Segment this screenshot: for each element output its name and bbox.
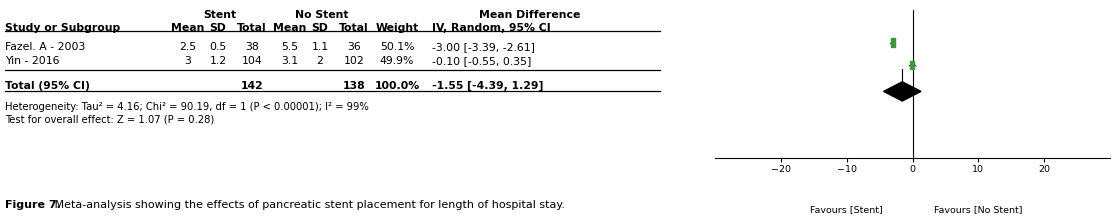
Bar	[910, 61, 914, 69]
Polygon shape	[884, 82, 922, 101]
Text: 0.5: 0.5	[209, 42, 227, 52]
Text: 138: 138	[343, 81, 365, 91]
Text: 5.5: 5.5	[281, 42, 298, 52]
Text: 102: 102	[344, 56, 364, 66]
Text: Fazel. A - 2003: Fazel. A - 2003	[4, 42, 85, 52]
Text: 38: 38	[245, 42, 259, 52]
Text: -1.55 [-4.39, 1.29]: -1.55 [-4.39, 1.29]	[432, 81, 543, 91]
Text: 2.5: 2.5	[180, 42, 197, 52]
Text: IV, Random, 95% CI: IV, Random, 95% CI	[432, 23, 551, 33]
Text: Meta-analysis showing the effects of pancreatic stent placement for length of ho: Meta-analysis showing the effects of pan…	[51, 200, 565, 210]
Text: Mean: Mean	[171, 23, 204, 33]
Text: Mean Difference: Mean Difference	[479, 10, 581, 20]
Text: -3.00 [-3.39, -2.61]: -3.00 [-3.39, -2.61]	[432, 42, 535, 52]
Text: 50.1%: 50.1%	[380, 42, 414, 52]
Text: 49.9%: 49.9%	[380, 56, 414, 66]
Text: Heterogeneity: Tau² = 4.16; Chi² = 90.19, df = 1 (P < 0.00001); I² = 99%: Heterogeneity: Tau² = 4.16; Chi² = 90.19…	[4, 102, 369, 112]
Text: 3: 3	[184, 56, 191, 66]
Text: 142: 142	[240, 81, 264, 91]
Text: Total: Total	[340, 23, 369, 33]
Text: IV, Random, 95% CI: IV, Random, 95% CI	[853, 23, 972, 33]
Text: Yin - 2016: Yin - 2016	[4, 56, 59, 66]
Text: Favours [No Stent]: Favours [No Stent]	[934, 205, 1022, 214]
Text: Stent: Stent	[203, 10, 237, 20]
Text: No Stent: No Stent	[295, 10, 349, 20]
Text: 100.0%: 100.0%	[374, 81, 420, 91]
Text: 3.1: 3.1	[281, 56, 298, 66]
Bar	[891, 39, 895, 47]
Text: 36: 36	[347, 42, 361, 52]
Text: Weight: Weight	[375, 23, 419, 33]
Text: Study or Subgroup: Study or Subgroup	[4, 23, 121, 33]
Text: SD: SD	[210, 23, 227, 33]
Text: Total: Total	[237, 23, 267, 33]
Text: -0.10 [-0.55, 0.35]: -0.10 [-0.55, 0.35]	[432, 56, 532, 66]
Text: SD: SD	[312, 23, 328, 33]
Text: 2: 2	[316, 56, 324, 66]
Text: 104: 104	[241, 56, 262, 66]
Text: Favours [Stent]: Favours [Stent]	[810, 205, 884, 214]
Text: Mean: Mean	[274, 23, 307, 33]
Text: Total (95% CI): Total (95% CI)	[4, 81, 89, 91]
Text: 1.2: 1.2	[210, 56, 227, 66]
Text: Figure 7.: Figure 7.	[4, 200, 60, 210]
Text: 1.1: 1.1	[312, 42, 328, 52]
Text: Test for overall effect: Z = 1.07 (P = 0.28): Test for overall effect: Z = 1.07 (P = 0…	[4, 114, 214, 124]
Text: Mean Difference: Mean Difference	[862, 10, 963, 20]
